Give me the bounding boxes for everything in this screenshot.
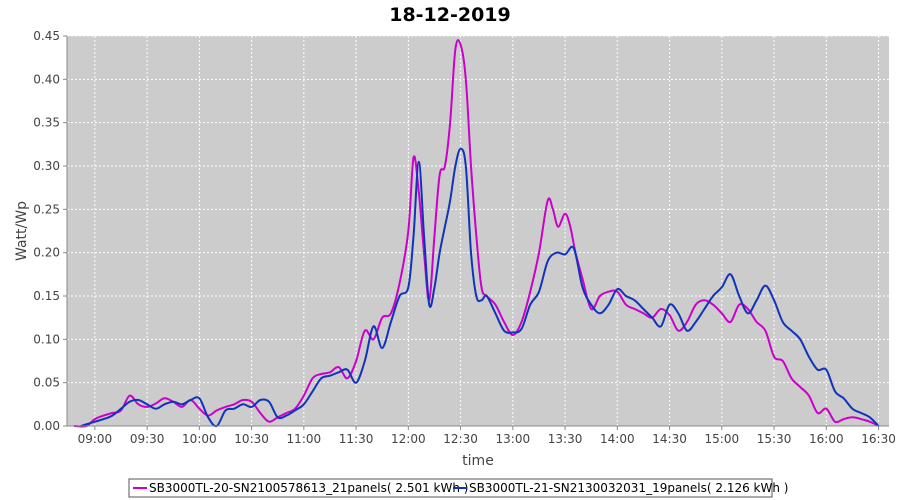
y-tick-label: 0.05 [33,376,60,390]
x-tick-label: 10:00 [182,432,217,446]
x-axis-ticks: 09:00 09:30 10:00 10:30 11:00 11:30 12:00 12:30… [78,426,896,446]
chart-title: 18-12-2019 [389,4,511,26]
legend-label-series-2: SB3000TL-21-SN2130032031_19panels( 2.126… [469,481,788,495]
y-tick-label: 0.25 [33,202,60,216]
y-tick-label: 0.00 [33,419,60,433]
x-tick-label: 15:30 [757,432,792,446]
x-tick-label: 13:00 [496,432,531,446]
x-tick-label: 14:30 [652,432,687,446]
x-tick-label: 12:30 [443,432,478,446]
y-tick-label: 0.15 [33,289,60,303]
x-tick-label: 12:00 [391,432,426,446]
x-tick-label: 11:00 [287,432,322,446]
y-tick-label: 0.40 [33,72,60,86]
x-tick-label: 16:30 [861,432,896,446]
x-tick-label: 14:00 [600,432,635,446]
x-axis-title: time [462,453,494,469]
y-tick-label: 0.30 [33,159,60,173]
y-tick-label: 0.45 [33,29,60,43]
x-tick-label: 10:30 [234,432,269,446]
x-tick-label: 09:00 [78,432,113,446]
x-tick-label: 13:30 [548,432,583,446]
y-tick-label: 0.10 [33,332,60,346]
series-line-2 [80,147,880,428]
x-tick-label: 16:00 [809,432,844,446]
x-tick-label: 11:30 [339,432,374,446]
legend-box [128,478,773,498]
x-tick-label: 09:30 [130,432,165,446]
x-tick-label: 15:00 [705,432,740,446]
y-tick-label: 0.35 [33,116,60,130]
plot-area [67,36,889,426]
y-axis-title: Watt/Wp [14,201,30,261]
legend-label-series-1: SB3000TL-20-SN2100578613_21panels( 2.501… [149,481,468,495]
y-tick-label: 0.20 [33,246,60,260]
series-line-1 [73,39,880,428]
series-lines [73,39,880,428]
y-axis-ticks: 0.00 0.05 0.10 0.15 0.20 0.25 0.30 0.35 0.40 0.45 [33,29,67,433]
